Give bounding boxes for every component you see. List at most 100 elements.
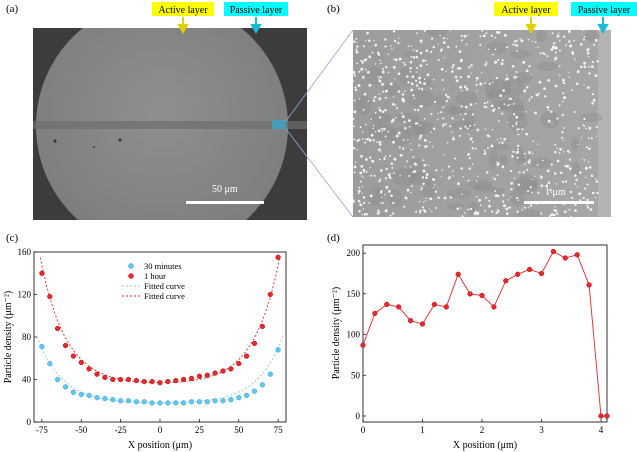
particle: [474, 148, 476, 150]
particle: [423, 30, 426, 32]
point-30min: [117, 398, 124, 404]
particle: [407, 45, 410, 48]
particle: [382, 68, 385, 71]
grain-shadow: [530, 157, 553, 169]
particle: [563, 210, 567, 214]
point-30min: [133, 399, 140, 405]
grain-shadow: [499, 153, 508, 168]
particle: [415, 66, 419, 70]
particle: [509, 196, 512, 198]
particle: [534, 41, 537, 43]
particle: [374, 112, 377, 114]
particle: [476, 90, 478, 92]
particle: [590, 174, 594, 178]
particle: [437, 112, 439, 115]
particle: [419, 209, 422, 213]
density-point: [538, 270, 545, 277]
particle: [459, 127, 463, 130]
particle: [561, 113, 564, 117]
particle: [528, 150, 532, 154]
particle: [376, 51, 380, 54]
chart-c-xtick-label: -25: [115, 425, 127, 435]
particle: [385, 65, 388, 69]
particle: [591, 61, 595, 64]
particle: [503, 137, 507, 141]
particle: [495, 211, 498, 214]
particle: [569, 44, 573, 48]
particle: [515, 39, 518, 42]
grain-shadow: [443, 105, 468, 115]
particle: [410, 82, 414, 86]
particle: [441, 169, 444, 171]
particle: [404, 166, 406, 168]
particle: [425, 60, 428, 62]
particle: [373, 39, 375, 42]
particle: [434, 190, 438, 193]
panel-b-passive-tag: Passive layer: [571, 2, 637, 35]
particle: [512, 150, 515, 153]
particle: [378, 97, 382, 101]
particle: [360, 155, 363, 158]
particle: [550, 48, 554, 51]
particle: [531, 40, 534, 42]
particle: [460, 39, 463, 42]
grain-shadow: [422, 182, 436, 200]
particle: [562, 92, 565, 95]
particle: [398, 57, 402, 61]
chart-d-xtick-label: 2: [480, 425, 485, 435]
particle: [407, 119, 411, 123]
particle: [526, 86, 529, 89]
particle: [467, 75, 471, 78]
particle: [467, 133, 470, 135]
chart-c-xtick-label: 0: [158, 425, 163, 435]
particle: [440, 175, 442, 177]
particle: [479, 82, 483, 86]
particle: [392, 96, 395, 98]
particle: [353, 110, 357, 114]
particle: [379, 59, 381, 62]
point-1h: [196, 373, 203, 379]
particle: [423, 163, 427, 167]
active-tag-bg: [152, 2, 214, 16]
particle: [502, 89, 505, 92]
grain-shadow: [391, 168, 417, 187]
panel-a-active-label: Active layer: [158, 5, 208, 16]
particle: [370, 118, 373, 120]
grain-shadow: [570, 136, 580, 152]
particle: [379, 76, 382, 79]
particle: [584, 166, 588, 170]
particle: [415, 71, 418, 73]
particle: [362, 208, 365, 210]
particle: [596, 135, 598, 137]
particle: [501, 200, 505, 203]
particle: [583, 84, 585, 86]
particle: [497, 209, 499, 211]
particle: [403, 120, 406, 124]
particle: [481, 71, 483, 74]
particle: [374, 43, 378, 47]
chart-c-xtick-label: 25: [195, 425, 205, 435]
particle: [467, 179, 470, 182]
particle: [594, 74, 598, 78]
particle: [380, 190, 383, 193]
particle: [503, 103, 506, 106]
grain-shadow: [433, 95, 447, 106]
particle: [416, 108, 420, 112]
chart-d-xtick-label: 4: [599, 425, 604, 435]
particle: [421, 187, 424, 189]
particle: [582, 30, 584, 32]
particle: [596, 191, 599, 195]
particle: [528, 99, 531, 102]
particle: [413, 162, 417, 166]
particle: [540, 212, 543, 214]
particle: [368, 138, 372, 142]
grain-shadow: [388, 127, 411, 146]
chart-c-ytick-label: 80: [22, 332, 32, 342]
particle: [370, 133, 374, 137]
grain-shadow: [368, 185, 384, 206]
particle: [416, 122, 419, 125]
particle: [528, 65, 531, 68]
particle: [381, 70, 385, 74]
particle: [469, 103, 473, 106]
particle: [458, 67, 462, 70]
